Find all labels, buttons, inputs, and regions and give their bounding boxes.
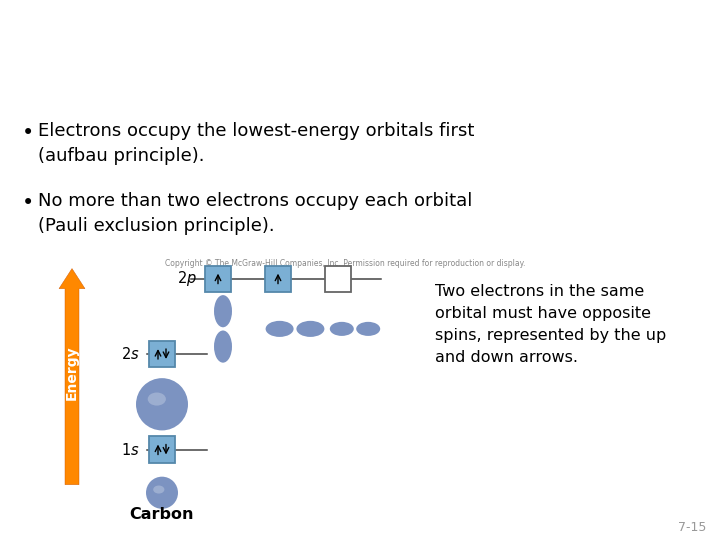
Ellipse shape: [214, 295, 232, 327]
Text: spins, represented by the up: spins, represented by the up: [435, 328, 666, 343]
Text: Electrons occupy the lowest-energy orbitals first
(aufbau principle).: Electrons occupy the lowest-energy orbit…: [38, 122, 474, 165]
Text: •: •: [22, 193, 35, 213]
Ellipse shape: [330, 322, 354, 336]
Text: Orbital Diagrams: Orbital Diagrams: [230, 19, 490, 48]
Bar: [149, 341, 175, 367]
Text: Two electrons in the same: Two electrons in the same: [435, 284, 644, 299]
Bar: [265, 266, 291, 292]
Ellipse shape: [214, 330, 232, 363]
Text: 2$p$: 2$p$: [177, 269, 197, 288]
Text: and down arrows.: and down arrows.: [435, 350, 578, 365]
Text: 1$s$: 1$s$: [121, 442, 140, 457]
Ellipse shape: [146, 477, 178, 509]
Ellipse shape: [136, 378, 188, 430]
Ellipse shape: [356, 322, 380, 336]
Text: Energy: Energy: [65, 345, 79, 400]
Text: 2$s$: 2$s$: [121, 346, 140, 362]
Text: orbital must have opposite: orbital must have opposite: [435, 306, 651, 321]
Ellipse shape: [148, 393, 166, 406]
Ellipse shape: [266, 321, 294, 337]
Text: 7-15: 7-15: [678, 521, 706, 534]
Text: •: •: [22, 123, 35, 143]
Ellipse shape: [153, 485, 164, 494]
FancyArrow shape: [59, 268, 85, 485]
Text: Carbon: Carbon: [130, 507, 194, 522]
Bar: [149, 436, 175, 463]
Bar: [325, 266, 351, 292]
Bar: [205, 266, 231, 292]
Ellipse shape: [297, 321, 325, 337]
Text: No more than two electrons occupy each orbital
(Pauli exclusion principle).: No more than two electrons occupy each o…: [38, 192, 472, 235]
Text: Copyright © The McGraw-Hill Companies, Inc. Permission required for reproduction: Copyright © The McGraw-Hill Companies, I…: [165, 259, 526, 267]
